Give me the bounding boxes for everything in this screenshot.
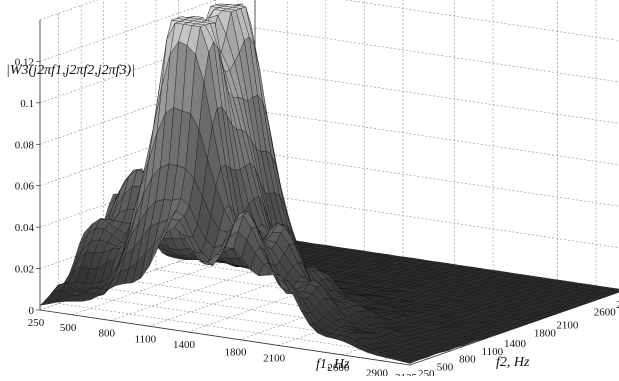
x-tick-label: 1100 — [135, 333, 157, 345]
grid-line-z-3 — [40, 111, 619, 186]
x-tick-label: 2100 — [263, 352, 286, 364]
y-tick-label: 500 — [437, 361, 454, 373]
grid-line-z-4 — [40, 69, 619, 144]
x-tick-label: 500 — [60, 322, 77, 334]
y-tick-label: 2600 — [594, 307, 617, 319]
z-tick-label: 0 — [29, 305, 35, 317]
y-tick-label: 2100 — [556, 320, 579, 332]
z-tick-label: 0.02 — [15, 264, 34, 276]
y-axis-label: f2, Hz — [496, 355, 530, 370]
y-tick-label: 800 — [459, 354, 476, 366]
z-tick-label: 0.04 — [15, 222, 35, 234]
z-tick-label: 0.08 — [15, 139, 35, 151]
surface-layer — [40, 4, 619, 364]
z-tick-label: 0.06 — [15, 181, 35, 193]
x-tick-label: 800 — [99, 328, 116, 340]
grid-line-z-7 — [40, 0, 619, 20]
y-tick-label: 1400 — [504, 338, 527, 350]
x-axis-label: f1, Hz — [316, 357, 350, 372]
y-tick-label: 1800 — [534, 328, 557, 340]
x-tick-label: 3125 — [395, 372, 418, 376]
x-tick-label: 2900 — [366, 368, 389, 376]
grid-line-z-6 — [40, 0, 619, 61]
z-tick-label: 0.1 — [20, 98, 34, 110]
x-tick-label: 250 — [28, 317, 45, 329]
y-tick-label: 250 — [418, 368, 435, 376]
x-tick-label: 1800 — [224, 347, 247, 359]
z-axis-label: |W3(j2πf1,j2πf2,j2πf3)| — [6, 63, 135, 78]
x-tick-label: 1400 — [173, 339, 196, 351]
